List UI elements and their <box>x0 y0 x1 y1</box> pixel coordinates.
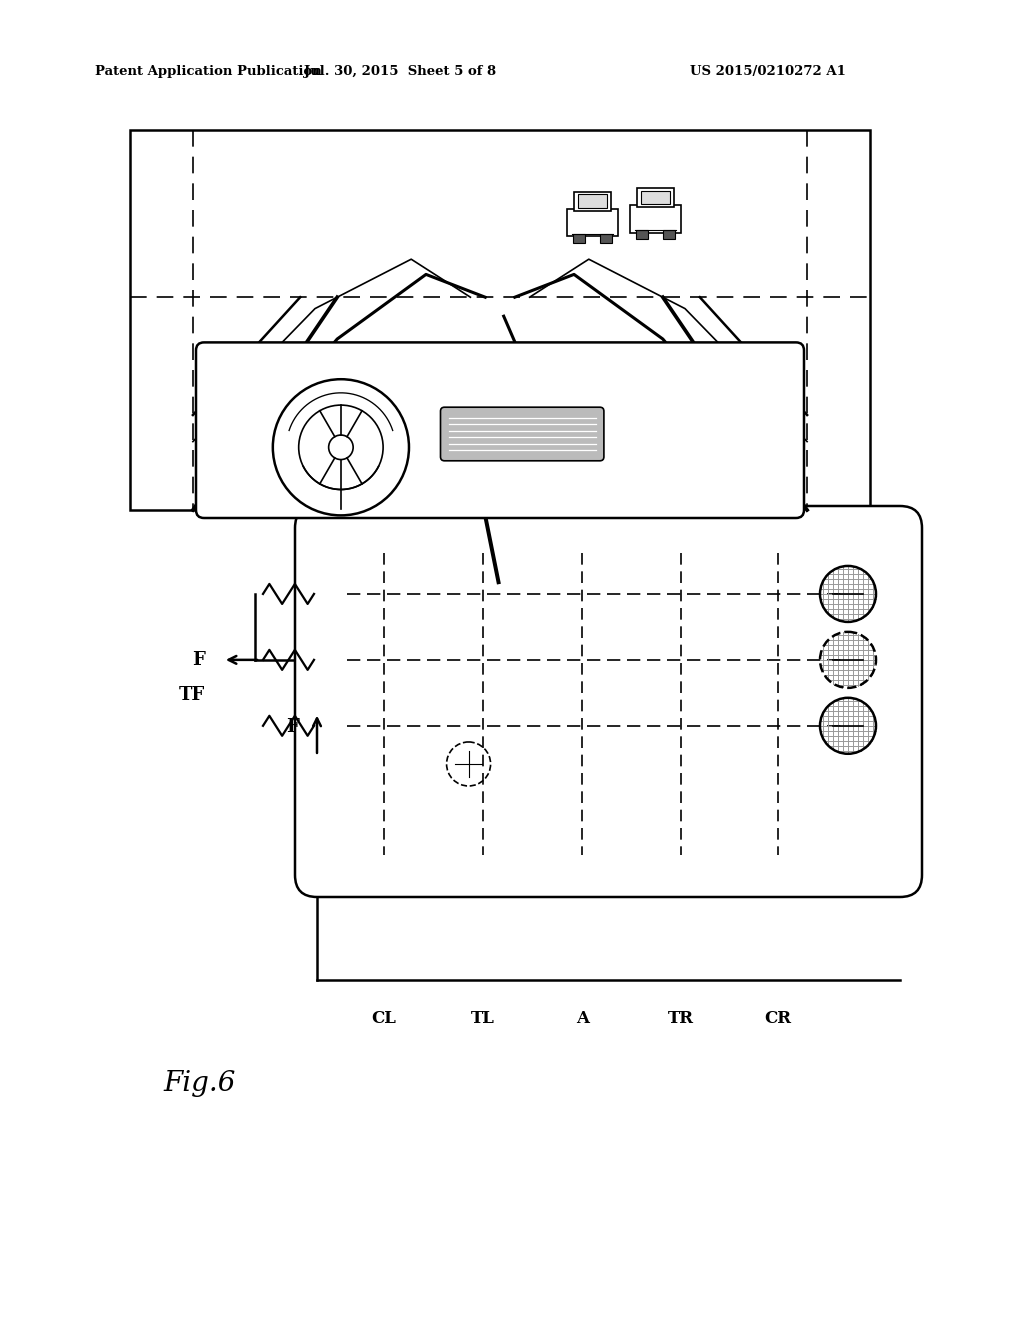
Bar <box>663 230 675 239</box>
Bar <box>600 234 612 243</box>
Text: TR: TR <box>669 1010 694 1027</box>
Text: TL: TL <box>471 1010 495 1027</box>
Bar <box>636 230 648 239</box>
FancyBboxPatch shape <box>196 342 804 517</box>
Text: TF: TF <box>179 686 205 704</box>
Circle shape <box>299 405 383 490</box>
Text: F: F <box>286 718 299 735</box>
Bar <box>130 129 870 510</box>
Text: CL: CL <box>372 1010 396 1027</box>
Bar <box>637 189 674 207</box>
Bar <box>578 194 607 207</box>
Bar <box>572 234 586 243</box>
Bar <box>574 191 610 211</box>
Circle shape <box>329 436 353 459</box>
FancyBboxPatch shape <box>295 506 922 898</box>
Bar <box>566 210 618 236</box>
FancyBboxPatch shape <box>440 407 604 461</box>
Text: A: A <box>575 1010 589 1027</box>
Text: Fig.6: Fig.6 <box>164 1071 237 1097</box>
Text: Patent Application Publication: Patent Application Publication <box>95 66 322 78</box>
Circle shape <box>446 742 490 785</box>
Text: CR: CR <box>764 1010 792 1027</box>
Text: F: F <box>193 651 205 669</box>
Text: Jul. 30, 2015  Sheet 5 of 8: Jul. 30, 2015 Sheet 5 of 8 <box>304 66 496 78</box>
Circle shape <box>272 379 409 515</box>
Bar <box>641 190 670 205</box>
Bar <box>630 206 681 232</box>
Text: US 2015/0210272 A1: US 2015/0210272 A1 <box>690 66 846 78</box>
